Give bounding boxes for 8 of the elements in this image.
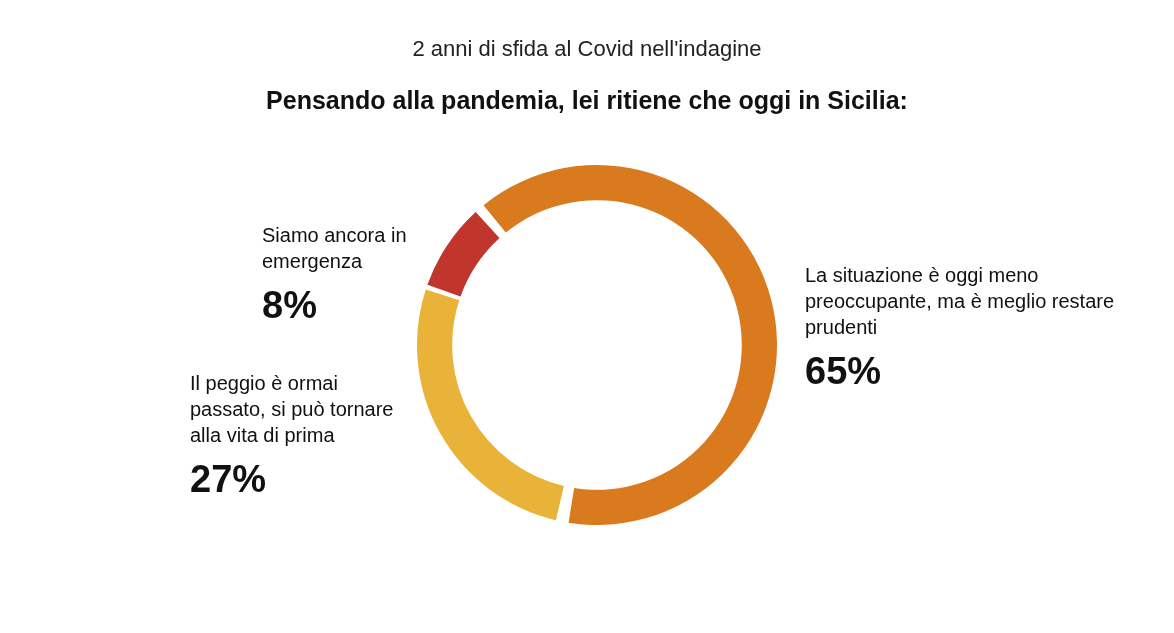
chart-title: 2 anni di sfida al Covid nell'indagine [411, 36, 763, 62]
slice-label: Siamo ancora in emergenza [262, 223, 408, 274]
chart-subtitle: Pensando alla pandemia, lei ritiene che oggi in Sicilia: [265, 86, 909, 115]
data-label: 27% [190, 457, 268, 502]
data-label: 8% [262, 283, 318, 328]
slice-label: Il peggio è ormai passato, si può tornare alla vita di prima [190, 371, 395, 448]
data-label: 65% [805, 349, 883, 394]
slice-label: La situazione è oggi meno preoccupante, ma è meglio restare prudenti [805, 263, 1116, 340]
